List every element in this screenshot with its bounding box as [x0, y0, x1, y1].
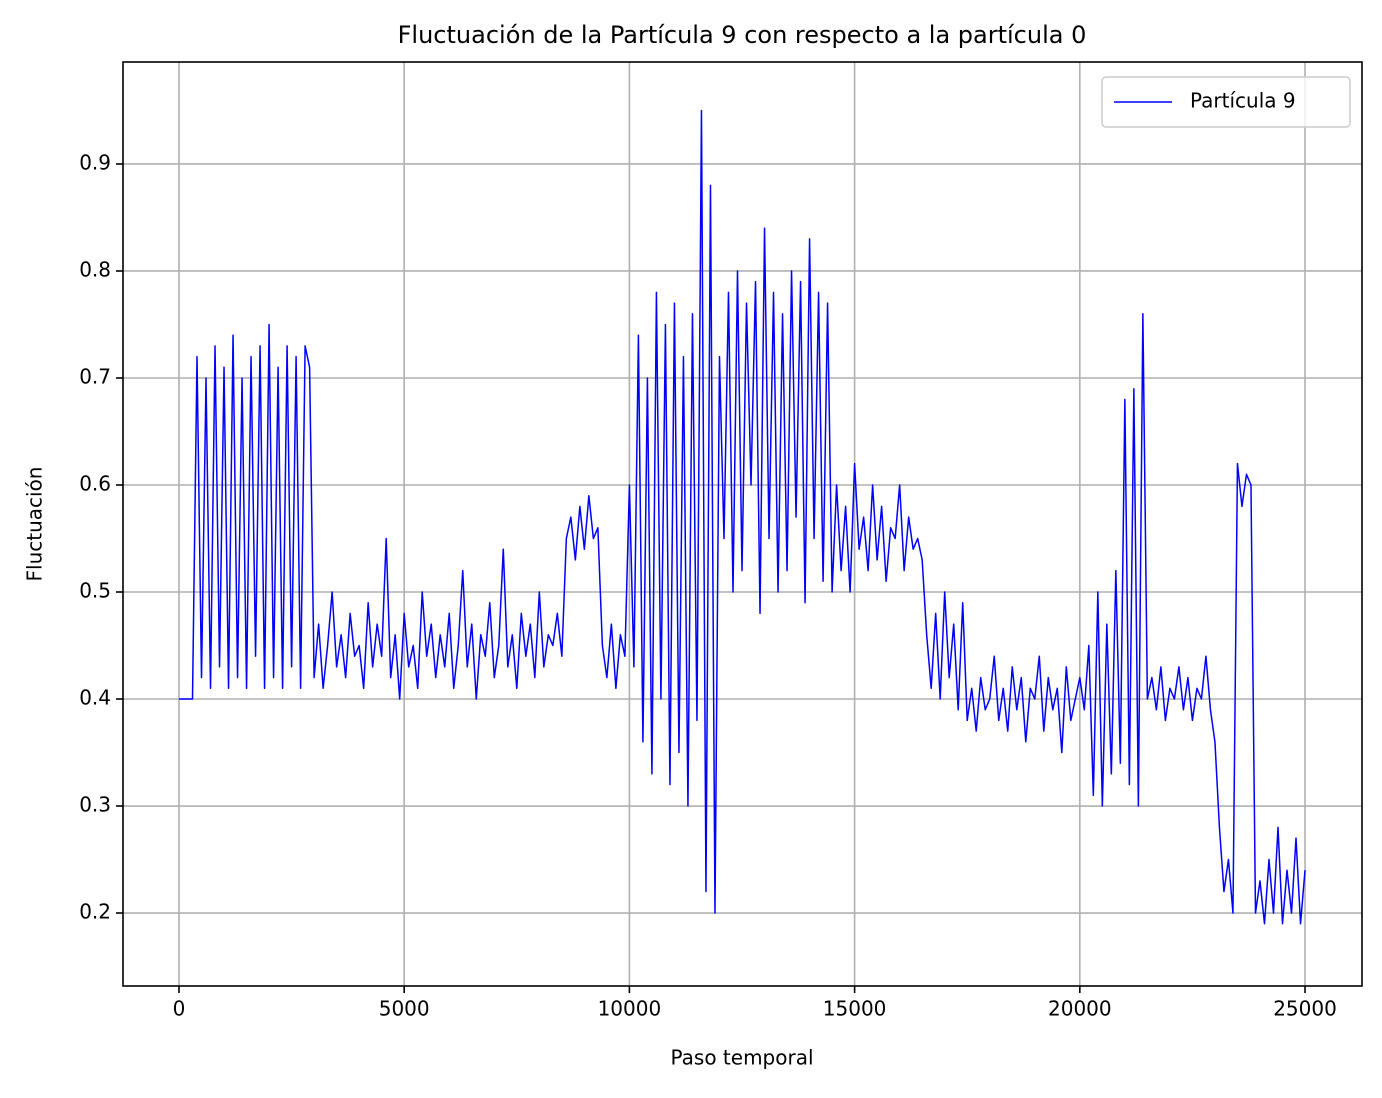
x-axis-label: Paso temporal	[670, 1046, 813, 1070]
legend-box	[1101, 76, 1351, 128]
y-tick-label: 0.7	[79, 364, 111, 388]
x-tick-label: 10000	[598, 997, 662, 1021]
x-tick-label: 25000	[1273, 997, 1337, 1021]
x-tick-label: 5000	[379, 997, 430, 1021]
y-tick-label: 0.9	[79, 150, 111, 174]
y-tick-label: 0.6	[79, 471, 111, 495]
y-tick-label: 0.5	[79, 579, 111, 603]
data-line	[178, 109, 1306, 925]
y-tick-label: 0.8	[79, 257, 111, 281]
plot-frame	[122, 61, 1363, 987]
y-tick-label: 0.3	[79, 793, 111, 817]
x-tick-label: 20000	[1048, 997, 1112, 1021]
x-tick-label: 15000	[823, 997, 887, 1021]
legend-label: Partícula 9	[1190, 89, 1296, 113]
y-tick-label: 0.4	[79, 686, 111, 710]
chart-title: Fluctuación de la Partícula 9 con respec…	[398, 21, 1087, 49]
x-tick-label: 0	[173, 997, 186, 1021]
y-axis-label: Fluctuación	[23, 467, 47, 582]
y-tick-label: 0.2	[79, 900, 111, 924]
legend: Partícula 9	[1101, 76, 1351, 128]
